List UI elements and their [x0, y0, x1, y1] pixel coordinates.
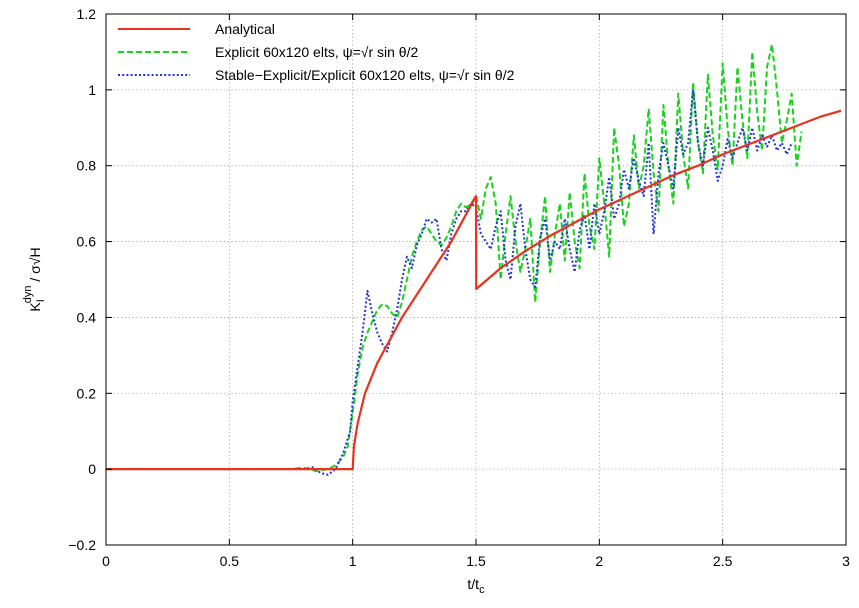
series-line-0 [106, 109, 842, 471]
legend-label-2: Stable−Explicit/Explicit 60x120 elts, ψ=… [215, 67, 515, 83]
y-tick-label: −0.2 [68, 537, 96, 553]
y-tick-label: 0.4 [77, 309, 97, 325]
x-tick-label: 1.5 [466, 553, 486, 569]
y-axis-label-sup: dyn [22, 285, 34, 303]
y-tick-label: 0.8 [77, 158, 97, 174]
y-tick-label: 1 [88, 82, 96, 98]
x-tick-label: 2 [595, 553, 603, 569]
legend: Analytical Explicit 60x120 elts, ψ=√r sin… [118, 21, 515, 83]
series-line-1 [106, 43, 803, 473]
x-tick-label: 1 [349, 553, 357, 569]
grid [106, 14, 846, 545]
ticks [105, 13, 847, 546]
legend-label-0: Analytical [215, 21, 275, 37]
y-tick-label: 0 [88, 461, 96, 477]
y-tick-label: 1.2 [77, 6, 97, 22]
tick-labels: 0 0.5 1 1.5 2 2.5 3 −0.2 0 0.2 0.4 0.6 0.8 1 1.2 [68, 6, 850, 569]
x-axis-label-sub: c [479, 584, 485, 596]
y-tick-label: 0.6 [77, 234, 97, 250]
y-axis-label-sub: I [35, 299, 47, 302]
y-axis-label-main: K [27, 302, 43, 312]
y-axis-label-tail: / σ√H [27, 247, 43, 285]
y-tick-label: 0.2 [77, 385, 97, 401]
x-tick-label: 0.5 [220, 553, 240, 569]
x-axis-label: t/tc [467, 576, 485, 596]
x-tick-label: 0 [102, 553, 110, 569]
x-tick-label: 3 [842, 553, 850, 569]
y-axis-label: KIdyn / σ√H [22, 247, 47, 311]
x-tick-label: 2.5 [713, 553, 733, 569]
x-axis-label-main: t/t [467, 576, 479, 592]
series-line-2 [106, 88, 793, 476]
legend-label-1: Explicit 60x120 elts, ψ=√r sin θ/2 [215, 44, 418, 60]
series-layer [106, 43, 842, 476]
